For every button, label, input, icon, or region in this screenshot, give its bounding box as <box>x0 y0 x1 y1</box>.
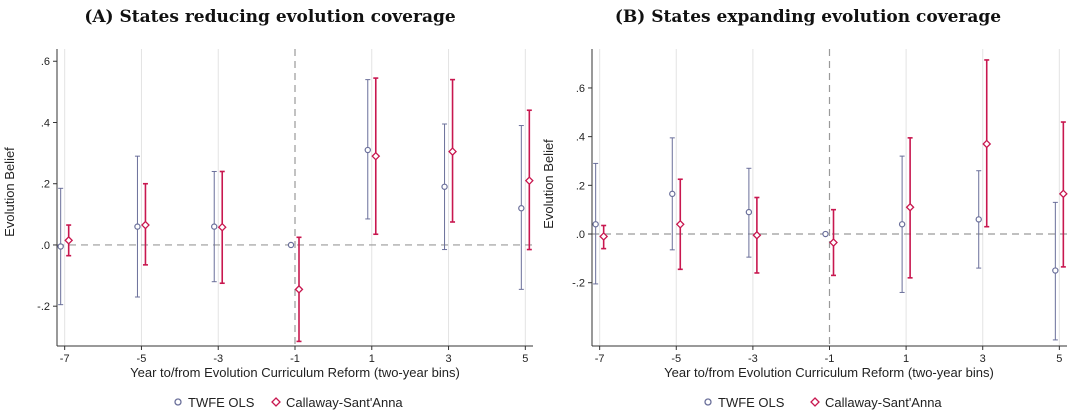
panel-a-y-tick-label: .4 <box>41 117 50 129</box>
panel-a-x-tick-label: -5 <box>137 353 147 365</box>
panel-b-x-tick-label: -5 <box>671 353 681 365</box>
panel-b-cs-point <box>675 219 685 229</box>
panel-b-ols-point <box>745 208 753 216</box>
panel-b-y-tick-label: .4 <box>576 132 585 144</box>
panel-a-plot: -.2 .0 .2 .4 .6 -7 -5 -3 -1 1 3 5 <box>37 49 534 365</box>
panel-a-legend: TWFE OLS Callaway-Sant'Anna <box>174 395 403 410</box>
panel-b-legend: TWFE OLS Callaway-Sant'Anna <box>704 395 942 410</box>
panel-a-x-tick-label: 1 <box>369 353 375 365</box>
panel-b: (B) States expanding evolution coverage … <box>541 7 1068 410</box>
panel-a-y-axis-label: Evolution Belief <box>2 147 17 237</box>
panel-b-cs-point <box>599 232 609 241</box>
panel-b-cs-point <box>1058 189 1068 199</box>
panel-a-x-tick-label: -3 <box>213 353 223 365</box>
panel-b-cs-point <box>752 230 762 240</box>
panel-a-y-tick-label: .2 <box>41 179 50 191</box>
panel-b-legend-ols-marker <box>704 398 712 406</box>
panel-b-x-tick-label: 3 <box>980 353 986 365</box>
panel-a-y-tick-label: .6 <box>41 56 50 68</box>
panel-a-cs-point <box>524 176 534 186</box>
panel-a: (A) States reducing evolution coverage -… <box>2 7 534 410</box>
panel-b-plot: -.2 .0 .2 .4 .6 -7 -5 -3 -1 1 3 5 <box>572 49 1068 365</box>
panel-a-x-tick-label: 5 <box>522 353 528 365</box>
panel-b-y-tick-label: .6 <box>576 83 585 95</box>
panel-a-legend-ols-marker <box>174 398 182 406</box>
panel-a-x-tick-label: -7 <box>60 353 70 365</box>
panel-a-legend-cs-label: Callaway-Sant'Anna <box>286 395 403 410</box>
panel-b-cs-point <box>829 238 838 247</box>
panel-a-ols-point <box>211 223 218 230</box>
panel-a-legend-ols-label: TWFE OLS <box>188 395 255 410</box>
panel-a-legend-cs-marker <box>271 397 281 407</box>
panel-b-y-axis-label: Evolution Belief <box>541 139 556 229</box>
panel-b-y-tick-label: -.2 <box>572 278 585 290</box>
panel-a-cs-point <box>217 222 227 232</box>
panel-b-ols-point <box>669 190 676 198</box>
panel-a-cs-point <box>141 220 150 230</box>
panel-a-ols-point <box>287 241 295 249</box>
panel-b-legend-cs-marker <box>810 397 820 407</box>
panel-b-x-axis-label: Year to/from Evolution Curriculum Reform… <box>664 365 994 380</box>
panel-a-ols-point <box>134 223 141 230</box>
panel-a-cs-point <box>371 151 381 161</box>
panel-a-ols-point <box>57 243 64 250</box>
panel-b-legend-cs-label: Callaway-Sant'Anna <box>825 395 942 410</box>
panel-a-ols-point <box>364 146 371 154</box>
panel-a-ols-point <box>441 183 448 190</box>
panel-b-ols-point <box>592 221 599 228</box>
panel-a-title: (A) States reducing evolution coverage <box>84 7 456 27</box>
panel-b-title: (B) States expanding evolution coverage <box>615 7 1001 27</box>
panel-b-y-tick-label: .0 <box>576 229 585 241</box>
panel-a-y-tick-label: .0 <box>41 240 50 252</box>
panel-b-ols-point <box>1052 267 1059 274</box>
panel-b-cs-point <box>905 202 915 212</box>
panel-a-x-tick-label: -1 <box>290 353 300 365</box>
panel-b-x-tick-label: -1 <box>825 353 835 365</box>
panel-a-x-axis-label: Year to/from Evolution Curriculum Reform… <box>130 365 460 380</box>
panel-b-ols-point <box>822 230 829 238</box>
panel-b-x-tick-label: 1 <box>903 353 909 365</box>
panel-a-cs-point <box>448 147 457 156</box>
panel-a-cs-point <box>64 235 74 245</box>
panel-b-x-tick-label: -7 <box>595 353 605 365</box>
panel-a-y-tick-label: -.2 <box>37 301 50 313</box>
panel-b-legend-ols-label: TWFE OLS <box>718 395 785 410</box>
panel-b-ols-point <box>898 221 906 228</box>
panel-a-x-tick-label: 3 <box>445 353 451 365</box>
panel-b-cs-point <box>982 139 992 149</box>
panel-a-ols-point <box>518 205 525 212</box>
panel-b-ols-point <box>975 216 982 223</box>
panel-a-cs-point <box>294 284 304 294</box>
panel-b-x-tick-label: -3 <box>748 353 758 365</box>
panel-b-y-tick-label: .2 <box>576 180 585 192</box>
panel-b-x-tick-label: 5 <box>1056 353 1062 365</box>
